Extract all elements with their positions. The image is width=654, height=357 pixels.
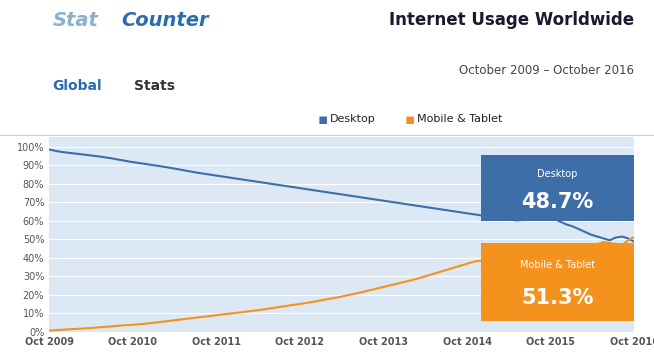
Text: ▪: ▪ <box>317 112 328 127</box>
Text: Desktop: Desktop <box>330 114 376 124</box>
Text: Mobile & Tablet: Mobile & Tablet <box>520 260 595 270</box>
Text: Stats: Stats <box>134 79 175 92</box>
Text: Global: Global <box>52 79 102 92</box>
Text: Mobile & Tablet: Mobile & Tablet <box>417 114 503 124</box>
Text: Counter: Counter <box>121 11 209 30</box>
Text: 51.3%: 51.3% <box>521 288 594 308</box>
Text: Desktop: Desktop <box>538 169 577 179</box>
Text: October 2009 – October 2016: October 2009 – October 2016 <box>459 64 634 77</box>
Text: Internet Usage Worldwide: Internet Usage Worldwide <box>389 11 634 29</box>
Text: Stat: Stat <box>52 11 98 30</box>
Text: 48.7%: 48.7% <box>521 191 594 212</box>
Text: ▪: ▪ <box>404 112 415 127</box>
